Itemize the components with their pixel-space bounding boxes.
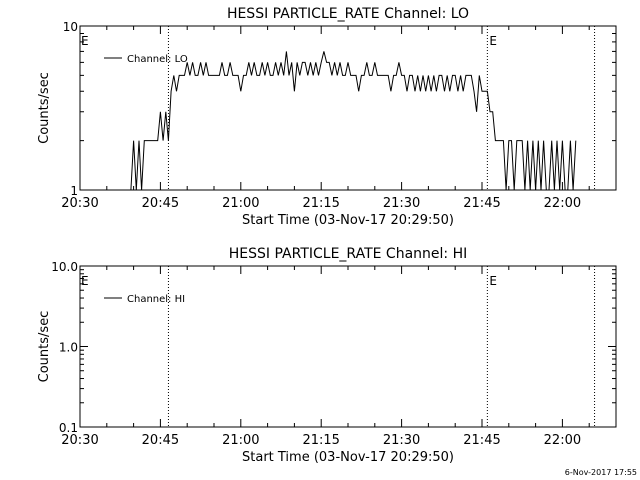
x-tick-label: 21:15 [302,196,339,211]
x-axis-label: Start Time (03-Nov-17 20:29:50) [242,213,454,228]
y-tick-label: 10 [63,20,78,34]
x-tick-label: 22:00 [544,433,581,448]
x-tick-label: 20:45 [142,433,179,448]
x-tick-label: 21:00 [222,433,259,448]
plot-frame [79,25,617,191]
x-tick-label: 20:30 [61,433,98,448]
event-marker: E [489,274,497,288]
x-tick-label: 21:45 [463,433,500,448]
x-tick-label: 22:00 [544,196,581,211]
y-tick-label: 1 [70,184,78,198]
event-marker: E [81,274,89,288]
x-tick-label: 21:15 [302,433,339,448]
generation-timestamp: 6-Nov-2017 17:55 [565,468,637,477]
x-tick-label: 20:30 [61,196,98,211]
chart-hi-channel: HESSI PARTICLE_RATE Channel: HI 20:30 20:4… [37,246,617,465]
x-tick-label: 21:30 [383,196,420,211]
chart-title: HESSI PARTICLE_RATE Channel: LO [227,6,469,22]
chart-lo-channel: HESSI PARTICLE_RATE Channel: LO 20:30 20:4… [37,6,617,228]
y-tick-label: 1.0 [59,341,78,355]
y-tick-label: 0.1 [59,421,78,435]
y-axis-label: Counts/sec [37,72,52,144]
x-axis-label: Start Time (03-Nov-17 20:29:50) [242,450,454,465]
event-marker: E [489,34,497,48]
y-axis-label: Counts/sec [37,311,52,383]
y-tick-label: 10.0 [51,260,78,274]
x-tick-label: 20:45 [142,196,179,211]
legend-label: Channel: LO [127,54,188,65]
data-series-line [130,51,577,191]
event-marker: E [81,34,89,48]
x-tick-label: 21:30 [383,433,420,448]
chart-title: HESSI PARTICLE_RATE Channel: HI [229,246,467,262]
x-tick-label: 21:45 [463,196,500,211]
x-tick-label: 21:00 [222,196,259,211]
legend-label: Channel: HI [127,294,185,305]
plot-frame [79,265,617,428]
